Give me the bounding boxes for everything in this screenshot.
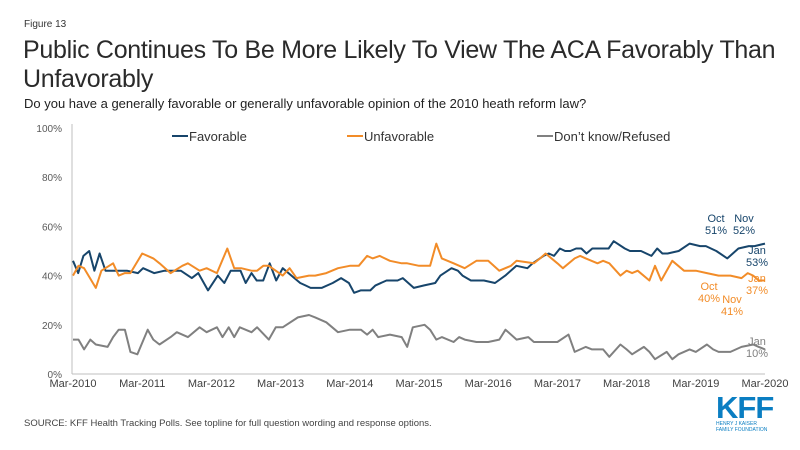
x-tick-label: Mar-2017	[534, 378, 581, 390]
x-tick-label: Mar-2015	[395, 378, 442, 390]
y-tick-label: 60%	[42, 222, 62, 233]
y-tick-label: 40%	[42, 272, 62, 283]
annotation-label: 41%	[721, 306, 743, 318]
annotation-label: 53%	[746, 257, 768, 269]
x-tick-label: Mar-2020	[741, 378, 788, 390]
y-tick-label: 100%	[36, 124, 62, 135]
logo-line2: FAMILY FOUNDATION	[716, 427, 768, 433]
x-tick-label: Mar-2016	[465, 378, 512, 390]
annotation-label: 37%	[746, 285, 768, 297]
annotation-label: Jan	[748, 336, 766, 348]
x-tick-label: Mar-2012	[188, 378, 235, 390]
x-tick-label: Mar-2013	[257, 378, 304, 390]
dont-know-line	[73, 314, 766, 361]
logo-text: KFF	[716, 390, 774, 425]
annotation-label: 10%	[746, 348, 768, 360]
chart-title: Public Continues To Be More Likely To Vi…	[23, 36, 776, 93]
chart-subtitle: Do you have a generally favorable or gen…	[24, 96, 587, 111]
unfavorable-line	[72, 242, 765, 289]
x-tick-label: Mar-2011	[119, 378, 165, 390]
figure-label: Figure 13	[24, 19, 67, 30]
x-tick-label: Mar-2018	[603, 378, 650, 390]
legend-label-unfavorable: Unfavorable	[364, 129, 434, 144]
annotation-label: Nov	[734, 213, 754, 225]
source-note: SOURCE: KFF Health Tracking Polls. See t…	[24, 418, 432, 429]
kff-logo: KFF HENRY J KAISER FAMILY FOUNDATION	[716, 390, 776, 433]
x-tick-label: Mar-2014	[326, 378, 373, 390]
annotation-label: 51%	[705, 225, 727, 237]
annotation-label: Jan	[748, 245, 766, 257]
annotation-label: Oct	[707, 213, 724, 225]
y-tick-label: 80%	[42, 173, 62, 184]
annotation-label: Jan	[748, 273, 766, 285]
y-tick-label: 20%	[42, 321, 62, 332]
logo-line1: HENRY J KAISER	[716, 421, 757, 427]
legend-label-dont-know: Don’t know/Refused	[554, 129, 670, 144]
annotation-label: 52%	[733, 225, 755, 237]
annotation-label: Oct	[700, 281, 717, 293]
annotation-label: 40%	[698, 293, 720, 305]
favorable-line	[72, 240, 766, 294]
y-tick-label: 0%	[48, 370, 63, 381]
annotation-label: Nov	[722, 294, 742, 306]
x-tick-label: Mar-2010	[49, 378, 96, 390]
x-tick-label: Mar-2019	[672, 378, 719, 390]
legend-label-favorable: Favorable	[189, 129, 247, 144]
